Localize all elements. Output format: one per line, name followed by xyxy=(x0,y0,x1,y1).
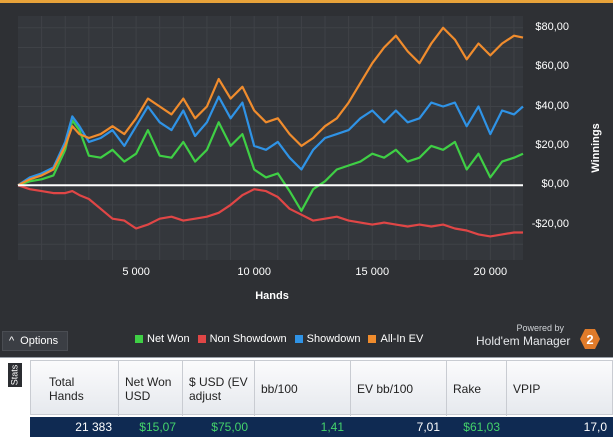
options-button[interactable]: ^ Options xyxy=(2,331,68,351)
legend-swatch xyxy=(197,335,206,343)
x-axis-label: Hands xyxy=(255,290,289,302)
legend-item-net-won[interactable]: Net Won xyxy=(135,333,190,345)
y-tick-label: $80,00 xyxy=(535,20,569,33)
y-tick-label: -$20,00 xyxy=(531,217,569,230)
y-tick-label: $20,00 xyxy=(535,138,569,151)
x-tick-label: 15 000 xyxy=(355,266,390,278)
legend-label: Net Won xyxy=(147,333,190,345)
legend-label: All-In EV xyxy=(380,333,424,345)
stats-table-header: Total Hands Net Won USD $ USD (EV adjust… xyxy=(30,360,613,416)
x-tick-label: 20 000 xyxy=(473,266,508,278)
cell-ev-adjusted: $75,00 xyxy=(211,420,248,434)
table-row[interactable]: 21 383 $15,07 $75,00 1,41 7,01 $61,03 17… xyxy=(30,417,613,437)
series-line-net-won xyxy=(17,119,524,212)
legend-swatch xyxy=(294,335,303,343)
column-header-ev-adjusted[interactable]: $ USD (EV adjust xyxy=(183,361,255,416)
series-line-non-showdown xyxy=(17,184,523,238)
cell-total-hands: 21 383 xyxy=(75,420,112,434)
chevron-up-icon: ^ xyxy=(9,335,15,347)
cell-vpip: 17,0 xyxy=(583,420,607,434)
y-tick-label: $60,00 xyxy=(535,60,569,73)
chart-legend: Net Won Non Showdown Showdown All-In EV xyxy=(135,333,423,345)
legend-item-showdown[interactable]: Showdown xyxy=(294,333,361,345)
cell-ev-bb100: 7,01 xyxy=(416,420,440,434)
y-axis-label: Winnings xyxy=(590,123,602,173)
chart-panel: -$20,00 $0,00 $20,00 $40,00 $60,00 $80,00 5 0… xyxy=(0,0,613,351)
cell-net-won: $15,07 xyxy=(139,420,176,434)
legend-item-non-showdown[interactable]: Non Showdown xyxy=(197,333,287,345)
column-header-net-won[interactable]: Net Won USD xyxy=(119,361,183,416)
column-header-ev-bb100[interactable]: EV bb/100 xyxy=(351,361,447,416)
legend-label: Non Showdown xyxy=(209,333,287,345)
x-tick-label: 10 000 xyxy=(237,266,271,278)
x-tick-label: 5 000 xyxy=(122,266,150,278)
options-button-label: Options xyxy=(20,335,59,347)
powered-by-text: Powered by xyxy=(516,323,564,333)
winnings-graph xyxy=(17,16,524,260)
column-header-vpip[interactable]: VPIP xyxy=(513,381,541,396)
brand-name: Hold'em Manager xyxy=(476,334,571,348)
top-accent-bar xyxy=(0,0,613,3)
hm2-logo: 2 xyxy=(580,329,600,349)
legend-label: Showdown xyxy=(306,333,361,345)
legend-item-all-in-ev[interactable]: All-In EV xyxy=(368,333,423,345)
stats-panel: Stats Total Hands Net Won USD $ USD (EV … xyxy=(0,357,613,440)
stats-tab-label: Stats xyxy=(9,364,20,386)
column-header-rake[interactable]: Rake xyxy=(447,361,507,416)
y-tick-label: $40,00 xyxy=(535,99,569,112)
series-line-showdown xyxy=(17,95,524,187)
column-header-total-hands[interactable]: Total Hands xyxy=(31,361,119,416)
cell-bb100: 1,41 xyxy=(320,420,344,434)
legend-swatch xyxy=(368,335,377,343)
series-line-all-in-ev xyxy=(17,26,524,187)
plot-area xyxy=(18,16,523,260)
y-tick-label: $0,00 xyxy=(541,178,569,191)
cell-rake: $61,03 xyxy=(463,420,500,434)
stats-tab[interactable]: Stats xyxy=(8,363,22,387)
column-header-bb100[interactable]: bb/100 xyxy=(255,361,351,416)
legend-swatch xyxy=(135,335,143,343)
brand-badge: Powered by Hold'em Manager 2 xyxy=(476,323,606,351)
